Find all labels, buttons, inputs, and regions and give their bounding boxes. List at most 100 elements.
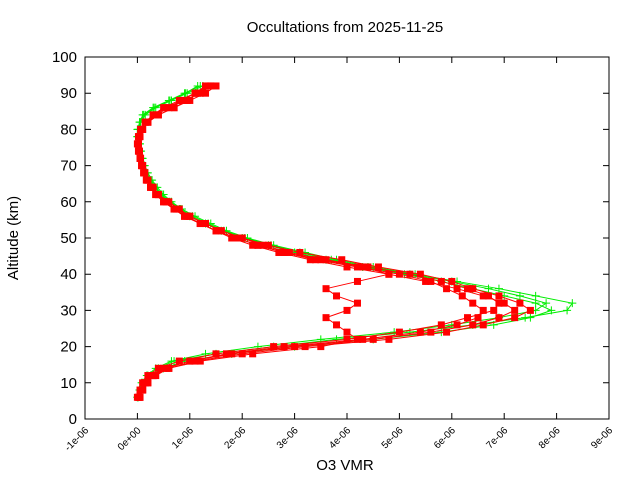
red-square-point [135, 147, 143, 155]
green-cross-point [568, 299, 577, 308]
red-square-point [238, 234, 246, 242]
red-profiles-line [137, 85, 484, 398]
x-tick-label: 6e-06 [432, 425, 458, 451]
red-square-point [364, 263, 372, 271]
green-cross-point [201, 349, 210, 358]
red-square-point [322, 285, 330, 293]
red-square-point [135, 133, 143, 141]
red-square-point [254, 241, 262, 249]
red-square-point [469, 285, 477, 293]
chart-title: Occultations from 2025-11-25 [247, 19, 444, 36]
red-square-point [458, 292, 466, 300]
red-square-point [144, 372, 152, 380]
x-axis-label: O3 VMR [316, 457, 374, 474]
red-profiles-line [136, 85, 500, 398]
red-square-point [162, 364, 170, 372]
plot-marks [133, 81, 577, 402]
red-square-point [422, 277, 430, 285]
red-square-point [333, 292, 341, 300]
red-square-point [511, 314, 519, 322]
y-tick-label: 70 [60, 158, 77, 175]
red-square-point [306, 256, 314, 264]
green-cross-point [193, 81, 202, 90]
red-square-point [343, 306, 351, 314]
red-square-point [186, 357, 194, 365]
green-cross-point [515, 291, 524, 300]
green-cross-point [139, 110, 148, 119]
red-square-point [147, 183, 154, 191]
y-tick-label: 60 [60, 194, 77, 211]
x-tick-label: 4e-06 [327, 425, 353, 451]
red-square-point [194, 89, 202, 97]
red-square-point [249, 241, 257, 249]
x-tick-label: -1e-06 [63, 425, 92, 454]
red-square-point [437, 321, 445, 329]
red-profiles-line [136, 85, 532, 398]
x-tick-label: 9e-06 [589, 425, 615, 451]
axes: -1e-06 0e+00 1e-06 2e-06 3e-06 4e-06 5e-06 6e-0… [52, 49, 615, 454]
red-square-point [140, 169, 148, 177]
red-square-point [238, 350, 246, 358]
red-square-point [406, 270, 414, 278]
red-square-point [374, 263, 382, 271]
red-square-point [233, 234, 241, 242]
y-tick-label: 80 [60, 121, 77, 138]
red-square-point [170, 205, 178, 213]
x-tick-label: 3e-06 [275, 425, 301, 451]
red-square-point [152, 191, 160, 199]
x-tick-label: 5e-06 [380, 425, 406, 451]
green-cross-point [547, 306, 556, 315]
red-square-point [264, 241, 272, 249]
red-square-point [280, 343, 288, 351]
green-cross-point [542, 299, 551, 308]
y-axis-label: Altitude (km) [5, 196, 22, 280]
x-tick-label: 0e+00 [116, 425, 144, 453]
red-square-point [495, 299, 503, 307]
green-cross-point [165, 96, 174, 105]
red-square-point [500, 299, 508, 307]
red-square-point [212, 350, 220, 358]
green-cross-point [526, 313, 535, 322]
red-square-point [154, 111, 162, 119]
green-cross-point [531, 291, 540, 300]
red-square-point [191, 357, 199, 365]
y-tick-label: 20 [60, 339, 77, 356]
red-square-point [416, 328, 424, 336]
red-square-point [333, 321, 341, 329]
red-square-point [196, 220, 204, 228]
red-square-point [495, 292, 503, 300]
red-square-point [511, 306, 519, 314]
red-square-point [149, 372, 157, 380]
red-square-point [385, 335, 393, 343]
red-square-point [479, 306, 487, 314]
y-tick-label: 0 [69, 411, 77, 428]
green-cross-point [484, 284, 493, 293]
red-square-point [270, 343, 278, 351]
red-square-point [490, 306, 498, 314]
red-square-point [369, 335, 377, 343]
red-square-point [385, 270, 393, 278]
red-square-point [144, 379, 152, 387]
red-square-point [453, 285, 461, 293]
red-square-point [259, 241, 267, 249]
red-square-point [301, 343, 309, 351]
red-square-point [453, 321, 461, 329]
red-square-point [317, 343, 325, 351]
red-square-point [448, 277, 456, 285]
red-square-point [443, 285, 451, 293]
red-square-point [183, 96, 191, 104]
red-square-point [228, 350, 236, 358]
red-square-point [207, 82, 215, 90]
red-square-point [144, 118, 152, 126]
x-tick-label: 8e-06 [537, 425, 563, 451]
red-square-point [212, 227, 220, 235]
red-square-point [353, 263, 361, 271]
red-square-point [338, 256, 346, 264]
red-square-point [136, 154, 144, 162]
red-square-point [353, 299, 361, 307]
red-square-point [495, 314, 503, 322]
red-square-point [217, 227, 225, 235]
red-square-point [343, 263, 351, 271]
red-square-point [469, 321, 477, 329]
x-tick-label: 2e-06 [222, 425, 248, 451]
